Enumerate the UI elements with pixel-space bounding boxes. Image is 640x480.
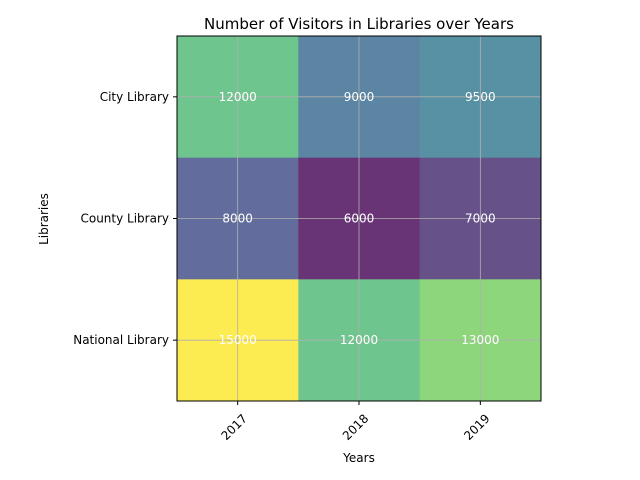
cell-value-label: 13000 <box>461 333 499 347</box>
y-tick-label: County Library <box>80 212 169 226</box>
chart-title: Number of Visitors in Libraries over Yea… <box>204 15 514 33</box>
grid-lines <box>177 36 541 401</box>
x-tick-label: 2017 <box>219 411 250 442</box>
x-tick-label: 2018 <box>340 411 371 442</box>
cell-value-label: 6000 <box>344 212 375 226</box>
y-tick-label: City Library <box>100 90 169 104</box>
plot-frame <box>176 35 542 402</box>
cell-value-label: 12000 <box>340 333 378 347</box>
cell-value-label: 8000 <box>222 212 253 226</box>
y-tick-label: National Library <box>73 333 169 347</box>
cell-value-labels: 12000 9000 9500 8000 6000 7000 15000 12000 13000 <box>219 90 500 347</box>
cell-value-label: 15000 <box>219 333 257 347</box>
cell-value-label: 12000 <box>219 90 257 104</box>
cell-value-label: 7000 <box>465 212 496 226</box>
cell-value-label: 9500 <box>465 90 496 104</box>
x-axis-label: Years <box>342 451 375 465</box>
y-axis-label: Libraries <box>37 193 51 245</box>
x-tick-label: 2019 <box>461 411 492 442</box>
cell-value-label: 9000 <box>344 90 375 104</box>
